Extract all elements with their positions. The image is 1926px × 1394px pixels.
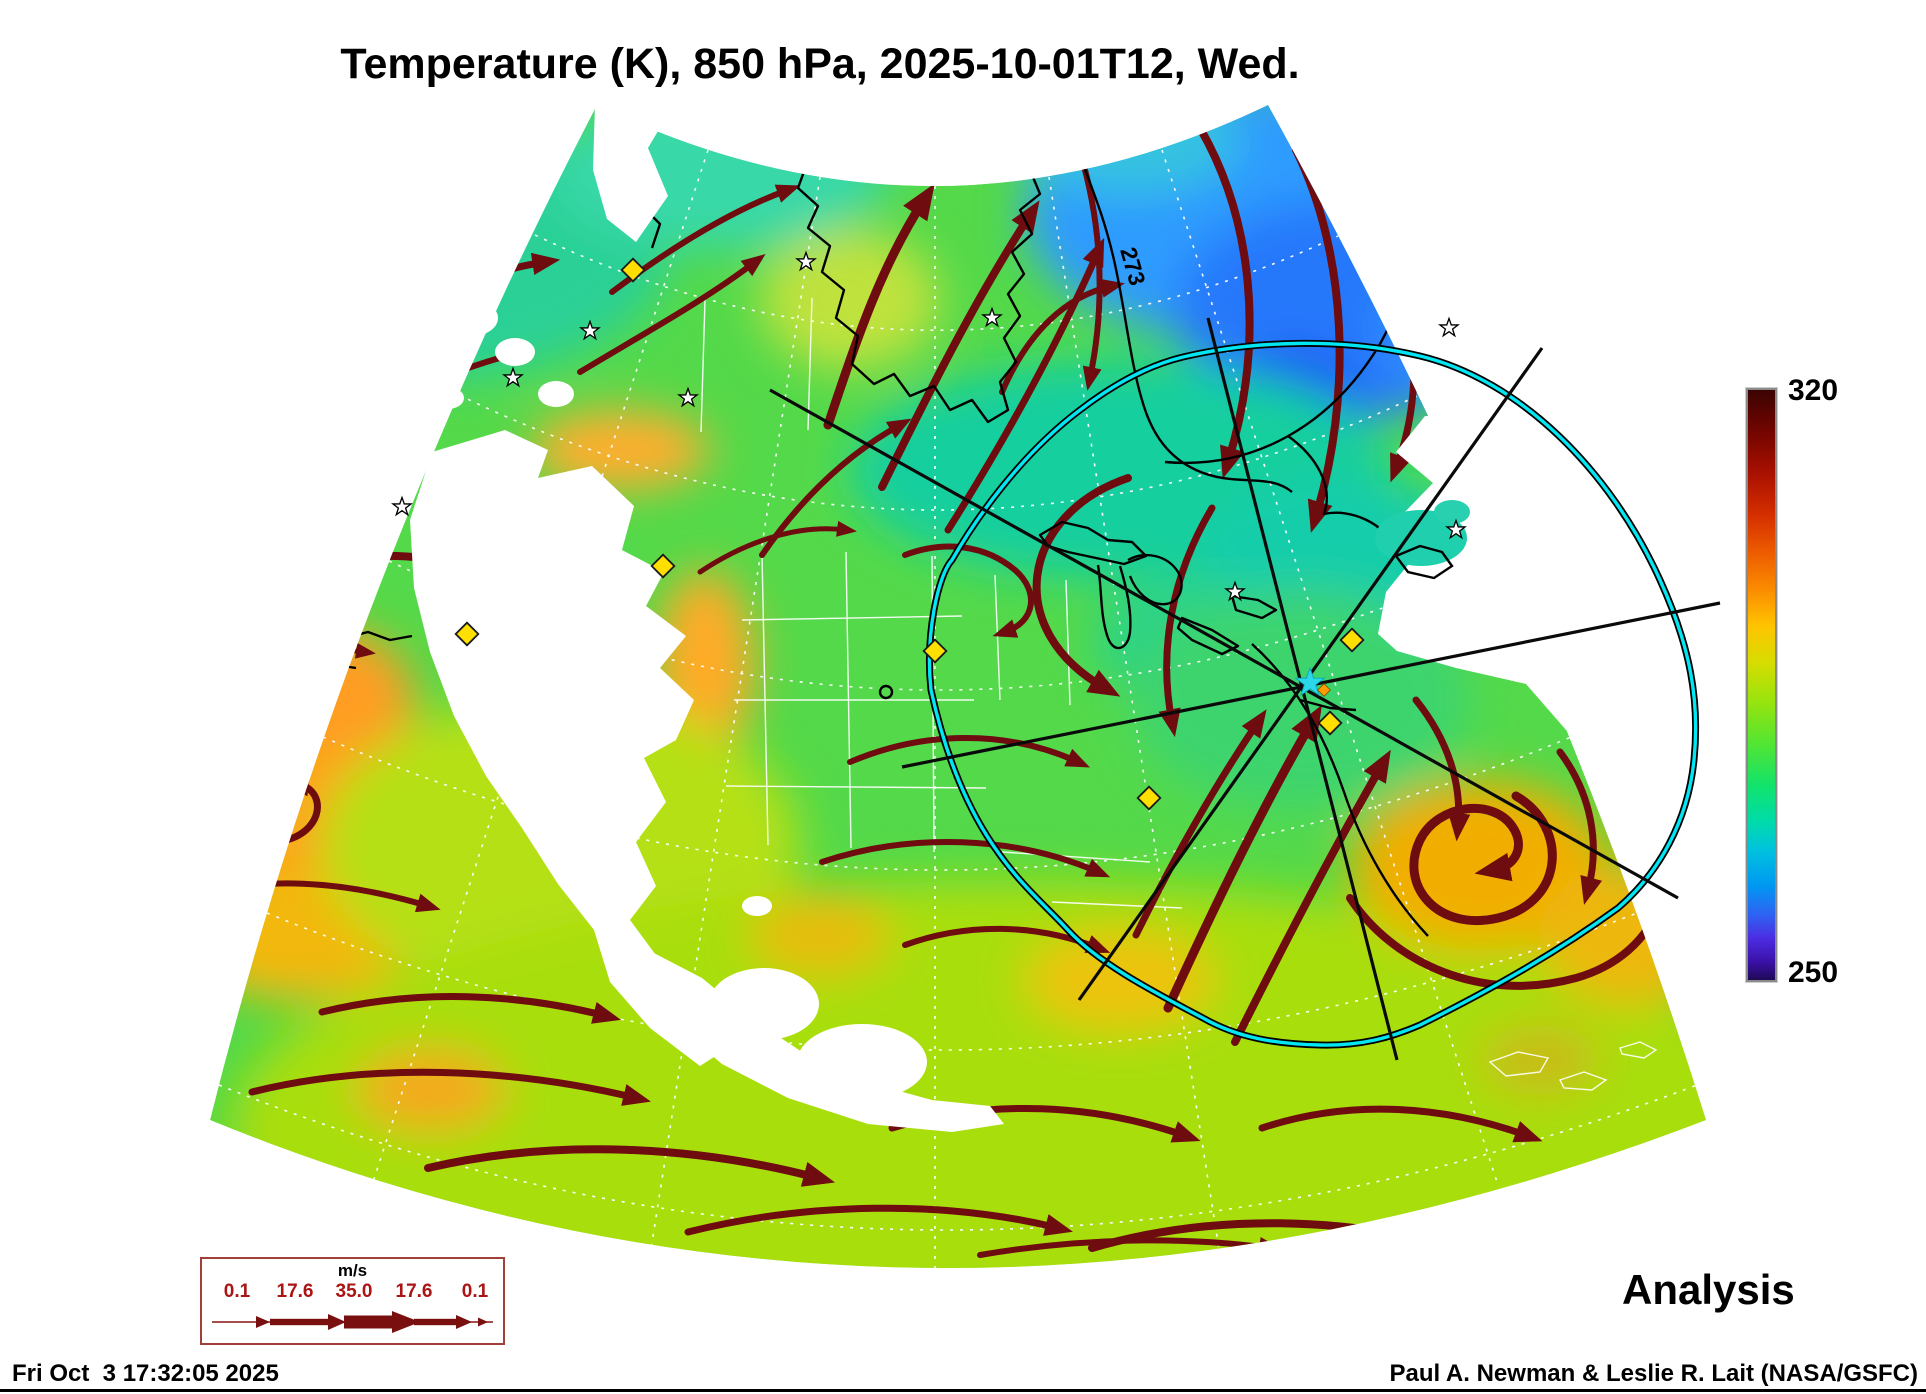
- bottom-divider: [0, 1389, 1926, 1392]
- wind-scale-arrow-icon: [212, 1311, 493, 1333]
- range-ring: [926, 339, 1700, 1049]
- wind-units-label: m/s: [337, 1261, 368, 1280]
- credit-text: Paul A. Newman & Leslie R. Lait (NASA/GS…: [1389, 1360, 1918, 1387]
- ring-center-star-icon: [1295, 667, 1331, 697]
- product-type-label: Analysis: [1622, 1266, 1795, 1313]
- wind-value-2: 35.0: [335, 1281, 373, 1302]
- plot-title: Temperature (K), 850 hPa, 2025-10-01T12,…: [340, 40, 1300, 88]
- colorbar: [1746, 388, 1777, 982]
- wind-speed-legend: m/s 0.1 17.6 35.0 17.6 0.1: [200, 1257, 505, 1345]
- wind-value-4: 0.1: [461, 1281, 489, 1302]
- wind-value-1: 17.6: [276, 1281, 314, 1302]
- colorbar-min-label: 250: [1788, 956, 1839, 989]
- wind-value-0: 0.1: [223, 1281, 251, 1302]
- wind-value-3: 17.6: [395, 1281, 433, 1302]
- station-diamond-markers: [454, 257, 1365, 811]
- generation-timestamp: Fri Oct 3 17:32:05 2025: [12, 1360, 279, 1387]
- colorbar-max-label: 320: [1788, 374, 1839, 407]
